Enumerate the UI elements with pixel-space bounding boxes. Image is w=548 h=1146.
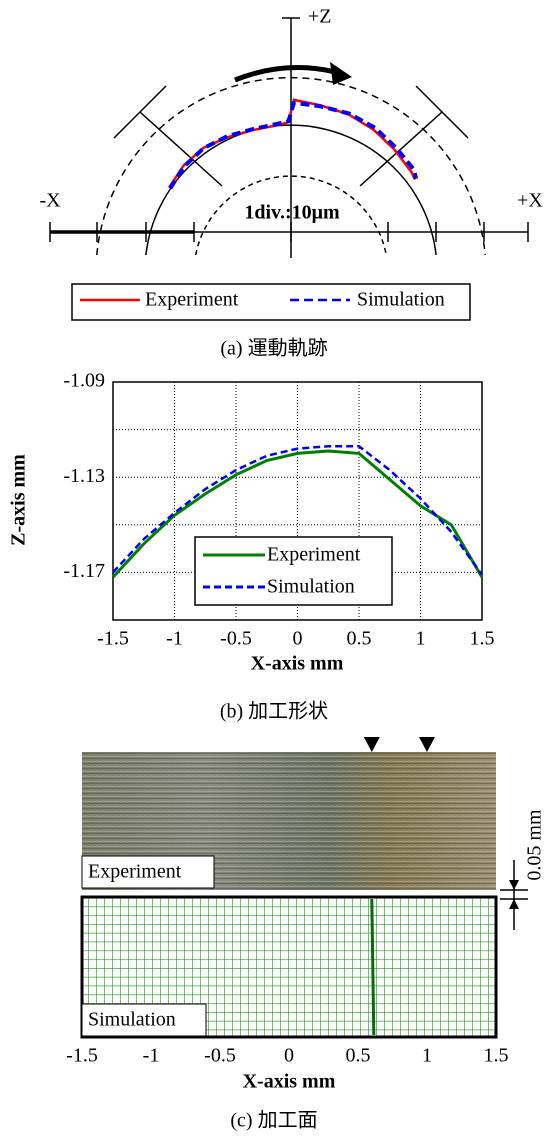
mesh-boundary [370,898,376,1036]
annotation: 1div.:10μm [244,202,340,224]
x-tick-label: 0.5 [347,628,372,650]
y-axis-title: Z-axis mm [8,454,30,546]
y-tick-label: -1.09 [63,370,105,392]
axis-label: -X [39,190,61,212]
axis-ticks [49,17,529,258]
x-axis-title: X-axis mm [251,653,344,675]
x-tick-label: 1 [422,1045,432,1067]
marker [419,737,435,752]
label-box [81,1003,207,1037]
x-tick-label: -1 [143,1045,160,1067]
legend-label: Simulation [267,576,355,598]
x-tick-label: 0 [293,628,303,650]
legend-label: Experiment [267,544,361,566]
x-tick-label: 1 [416,628,426,650]
y-tick-label: -1.13 [63,465,105,487]
x-tick-label: 1.5 [470,628,495,650]
marker [363,737,380,752]
photo-label: Experiment [88,861,182,883]
scale-arrow [509,880,519,890]
x-tick-label: -1.5 [66,1045,98,1067]
x-tick-label: -0.5 [220,628,252,650]
caption: (c) 加工面 [230,1109,317,1132]
legend-box [194,536,393,606]
mesh-label: Simulation [88,1009,176,1031]
legend-label: Experiment [145,289,239,311]
axis-label: +Z [308,6,332,28]
scale-label: 0.05 mm [524,809,546,881]
circles [96,76,486,256]
trajectory-line [168,100,419,190]
scale-arrow [509,899,519,909]
x-tick-label: -0.5 [204,1045,236,1067]
x-axis-title: X-axis mm [243,1071,336,1093]
x-tick-label: -1 [166,628,183,650]
x-tick-label: 1.5 [484,1045,509,1067]
rotation-arrowhead [330,62,352,85]
data-line [112,445,484,576]
x-tick-label: -1.5 [97,628,129,650]
axis-label: +X [517,190,543,212]
label-box [81,855,215,889]
y-tick-label: -1.17 [63,560,105,582]
legend-box [71,283,471,321]
rotation-arrow [234,65,336,83]
caption: (a) 運動軌跡 [220,337,327,360]
x-tick-label: 0.5 [346,1045,371,1067]
caption: (b) 加工形状 [220,700,328,723]
trajectory-line [167,98,417,189]
x-tick-label: 0 [284,1045,294,1067]
legend-label: Simulation [357,289,445,311]
data-line [111,449,484,579]
